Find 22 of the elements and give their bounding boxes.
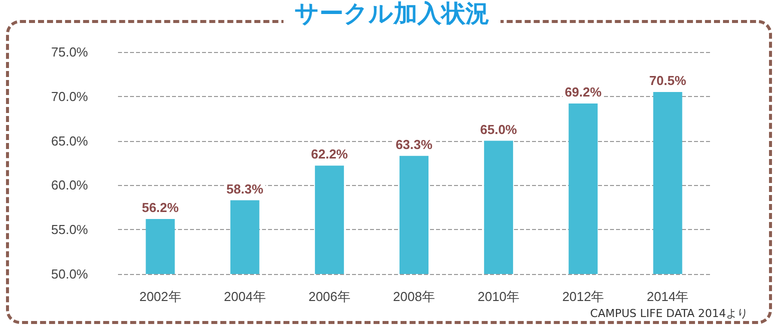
chart-title: サークル加入状況 <box>294 0 490 28</box>
y-tick-label: 70.0% <box>51 88 88 104</box>
y-tick-label: 60.0% <box>51 178 88 193</box>
y-tick-label: 65.0% <box>51 133 88 148</box>
x-tick-label: 2004年 <box>224 289 266 304</box>
data-label: 69.2% <box>564 84 602 100</box>
y-tick-label: 75.0% <box>51 44 88 60</box>
data-label: 70.5% <box>649 72 687 88</box>
data-label: 62.2% <box>310 146 348 162</box>
x-tick-label: 2012年 <box>562 289 604 304</box>
x-tick-label: 2002年 <box>139 289 182 304</box>
x-tick-label: 2010年 <box>478 289 520 304</box>
text: CAMPUS LIFE DATA 2014より <box>590 307 748 320</box>
x-tick-label: 2008年 <box>393 289 435 304</box>
data-label: 63.3% <box>396 136 433 152</box>
x-tick-label: 2014年 <box>646 289 689 304</box>
data-label: 65.0% <box>480 122 518 137</box>
y-tick-label: 55.0% <box>51 222 88 238</box>
data-label: 58.3% <box>226 181 264 196</box>
data-label: 56.2% <box>142 200 180 215</box>
x-tick-label: 2006年 <box>308 289 350 304</box>
y-tick-label: 50.0% <box>51 266 88 282</box>
